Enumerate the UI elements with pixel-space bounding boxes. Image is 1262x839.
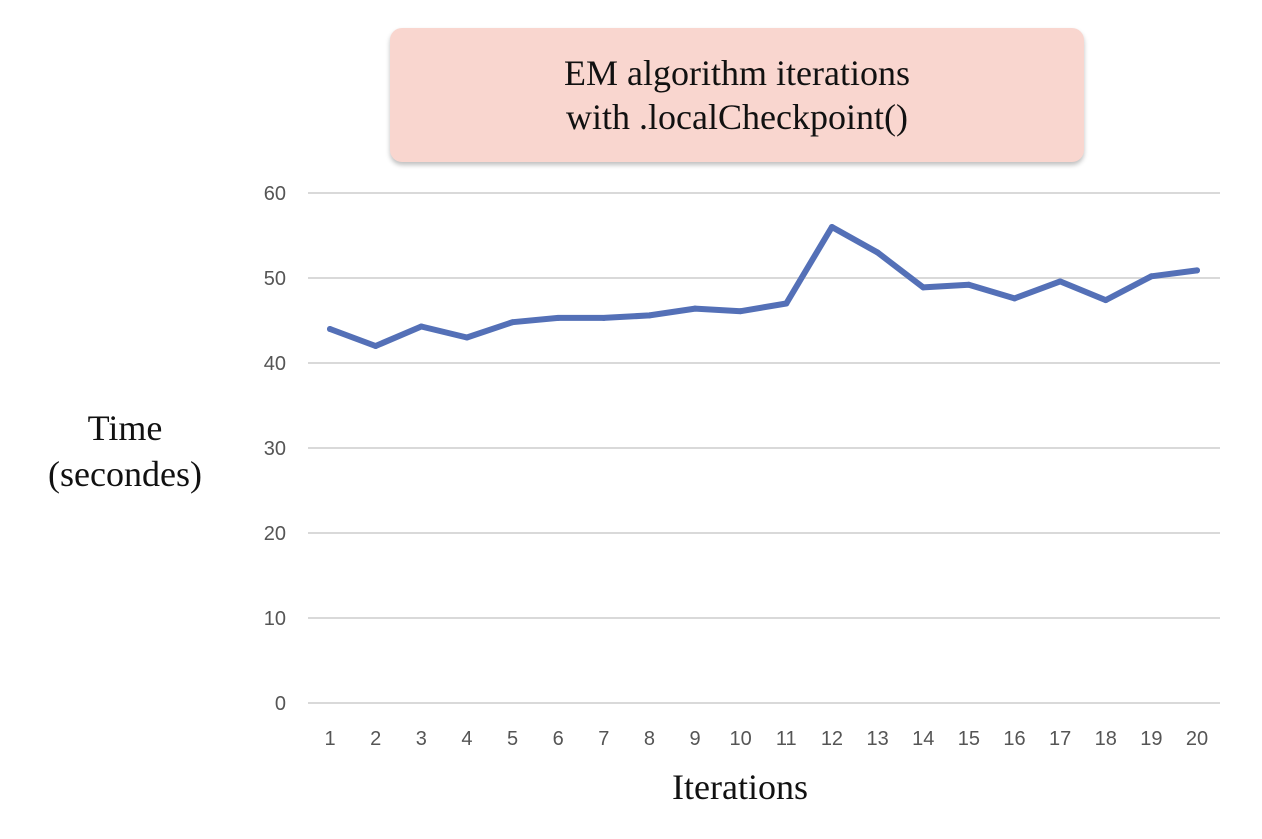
data-point xyxy=(920,284,927,291)
y-tick-label: 60 xyxy=(264,183,286,205)
data-point xyxy=(646,312,653,319)
y-axis-label-line-2: (secondes) xyxy=(48,454,202,494)
chart-title-line-2: with .localCheckpoint() xyxy=(566,97,908,137)
x-tick-label: 3 xyxy=(416,728,427,750)
y-tick-label: 50 xyxy=(264,268,286,290)
y-tick-label: 10 xyxy=(264,608,286,630)
x-tick-label: 18 xyxy=(1095,728,1117,750)
x-tick-label: 14 xyxy=(912,728,934,750)
data-point xyxy=(1057,278,1064,285)
y-tick-label: 0 xyxy=(275,693,286,715)
series-line xyxy=(327,224,1200,349)
data-point xyxy=(327,326,333,332)
x-tick-label: 4 xyxy=(461,728,472,750)
data-point xyxy=(509,319,516,326)
data-point xyxy=(692,305,699,312)
x-tick-label: 13 xyxy=(866,728,888,750)
chart-title-box: EM algorithm iterations with .localCheck… xyxy=(390,28,1084,162)
data-point xyxy=(1148,273,1155,280)
x-tick-label: 16 xyxy=(1003,728,1025,750)
y-axis-label-line-1: Time xyxy=(87,408,163,448)
x-tick-label: 20 xyxy=(1186,728,1208,750)
data-point xyxy=(783,300,790,307)
x-tick-label: 5 xyxy=(507,728,518,750)
data-point xyxy=(1011,295,1018,302)
chart-title-line-1: EM algorithm iterations xyxy=(564,53,910,93)
x-tick-label: 17 xyxy=(1049,728,1071,750)
x-tick-label: 19 xyxy=(1140,728,1162,750)
x-tick-label: 9 xyxy=(689,728,700,750)
data-point xyxy=(418,323,425,330)
data-point xyxy=(372,343,379,349)
data-point xyxy=(874,249,881,256)
data-point xyxy=(1102,297,1109,304)
x-tick-label: 1 xyxy=(324,728,335,750)
x-tick-label: 6 xyxy=(553,728,564,750)
data-point xyxy=(828,224,835,230)
data-point xyxy=(600,314,607,321)
data-point xyxy=(737,308,744,315)
x-tick-label: 11 xyxy=(776,728,797,750)
data-point xyxy=(1194,267,1200,274)
y-axis-label: Time (secondes) xyxy=(20,405,230,497)
y-tick-label: 40 xyxy=(264,353,286,375)
x-tick-label: 15 xyxy=(958,728,980,750)
x-tick-label: 2 xyxy=(370,728,381,750)
x-tick-label: 10 xyxy=(730,728,752,750)
x-tick-label: 12 xyxy=(821,728,843,750)
data-point xyxy=(463,334,470,341)
x-tick-label: 7 xyxy=(598,728,609,750)
x-tick-label: 8 xyxy=(644,728,655,750)
y-tick-label: 30 xyxy=(264,438,286,460)
data-point xyxy=(555,314,562,321)
data-point xyxy=(965,281,972,288)
x-axis-label: Iterations xyxy=(672,767,808,807)
y-tick-label: 20 xyxy=(264,523,286,545)
